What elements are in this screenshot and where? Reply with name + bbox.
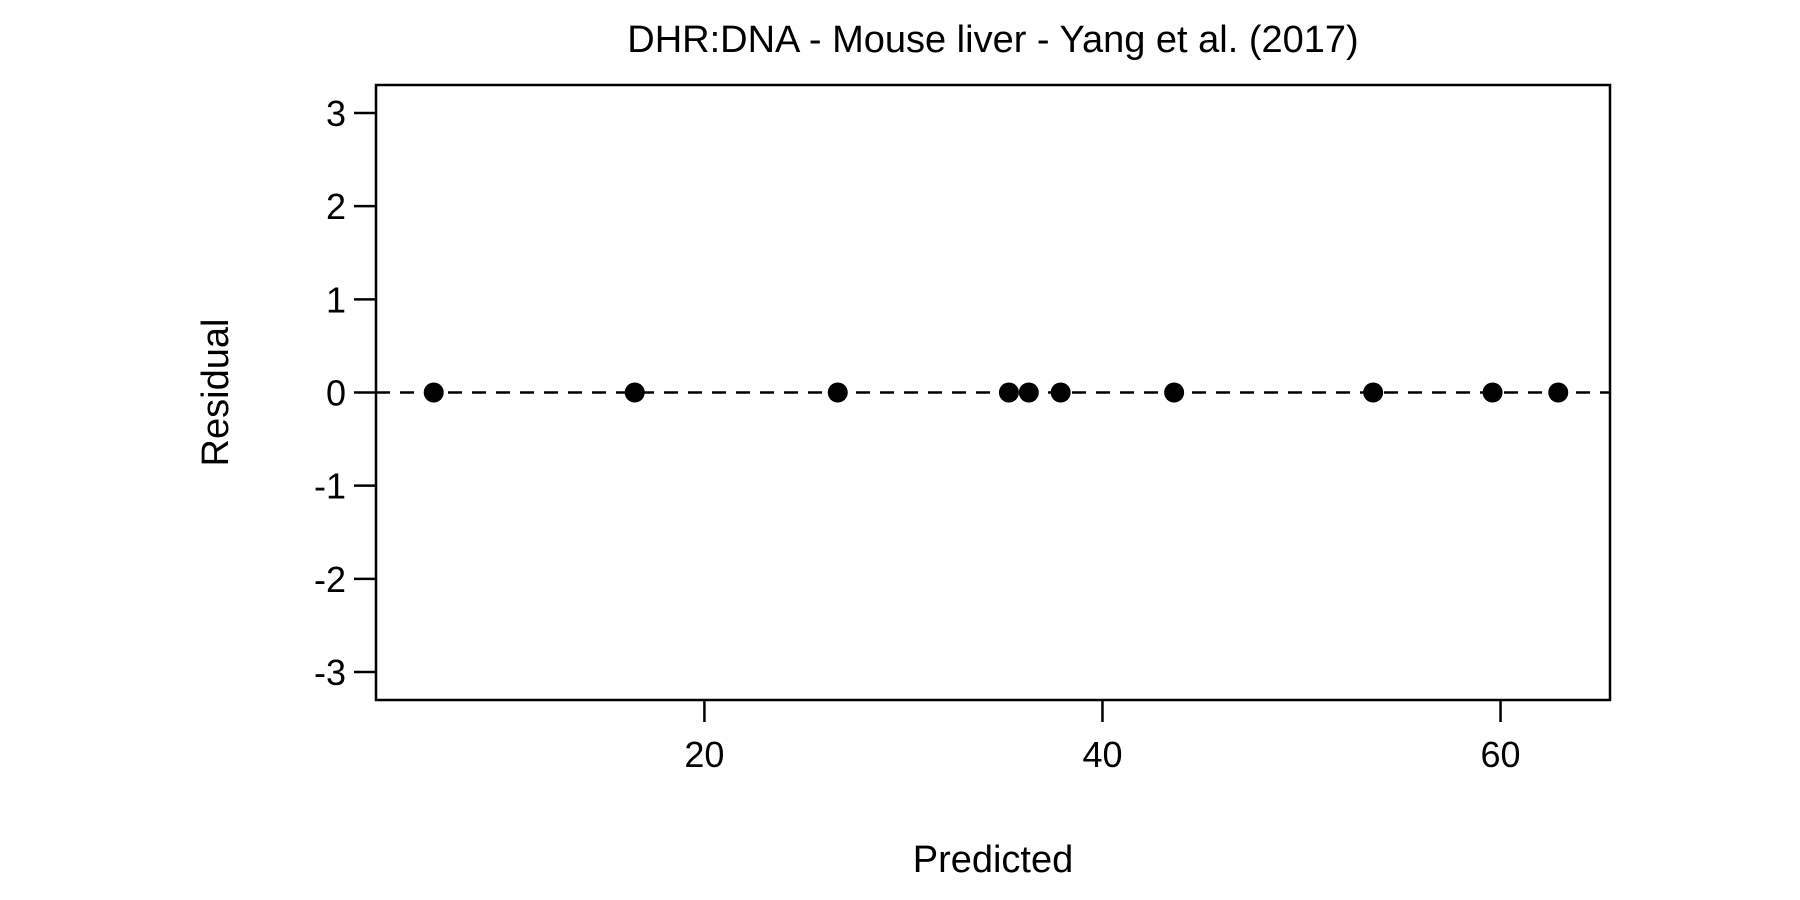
y-tick-label: 1 <box>326 279 346 320</box>
data-point <box>1482 382 1503 403</box>
y-tick-label: 3 <box>326 93 346 134</box>
plot-frame <box>374 83 1612 702</box>
data-point <box>1363 382 1384 403</box>
x-tick-label: 20 <box>684 734 724 775</box>
data-point <box>827 382 848 403</box>
y-axis-label: Residual <box>195 319 237 467</box>
y-tick-label: -1 <box>314 466 346 507</box>
y-tick-label: 2 <box>326 186 346 227</box>
x-tick-label: 40 <box>1082 734 1122 775</box>
data-point <box>1018 382 1039 403</box>
x-axis: 20 40 60 <box>684 700 1521 775</box>
y-tick-label: -3 <box>314 652 346 693</box>
data-point <box>423 382 444 403</box>
y-tick-label: 0 <box>326 373 346 414</box>
x-tick-label: 60 <box>1481 734 1521 775</box>
data-point <box>624 382 645 403</box>
data-point <box>1050 382 1071 403</box>
data-point <box>1548 382 1569 403</box>
data-points <box>423 382 1569 403</box>
y-tick-label: -2 <box>314 559 346 600</box>
data-point <box>998 382 1019 403</box>
y-axis: -3 -2 -1 0 1 2 3 <box>314 93 376 693</box>
data-point <box>1164 382 1185 403</box>
x-axis-label: Predicted <box>913 839 1074 881</box>
chart-title: DHR:DNA - Mouse liver - Yang et al. (201… <box>627 19 1358 61</box>
